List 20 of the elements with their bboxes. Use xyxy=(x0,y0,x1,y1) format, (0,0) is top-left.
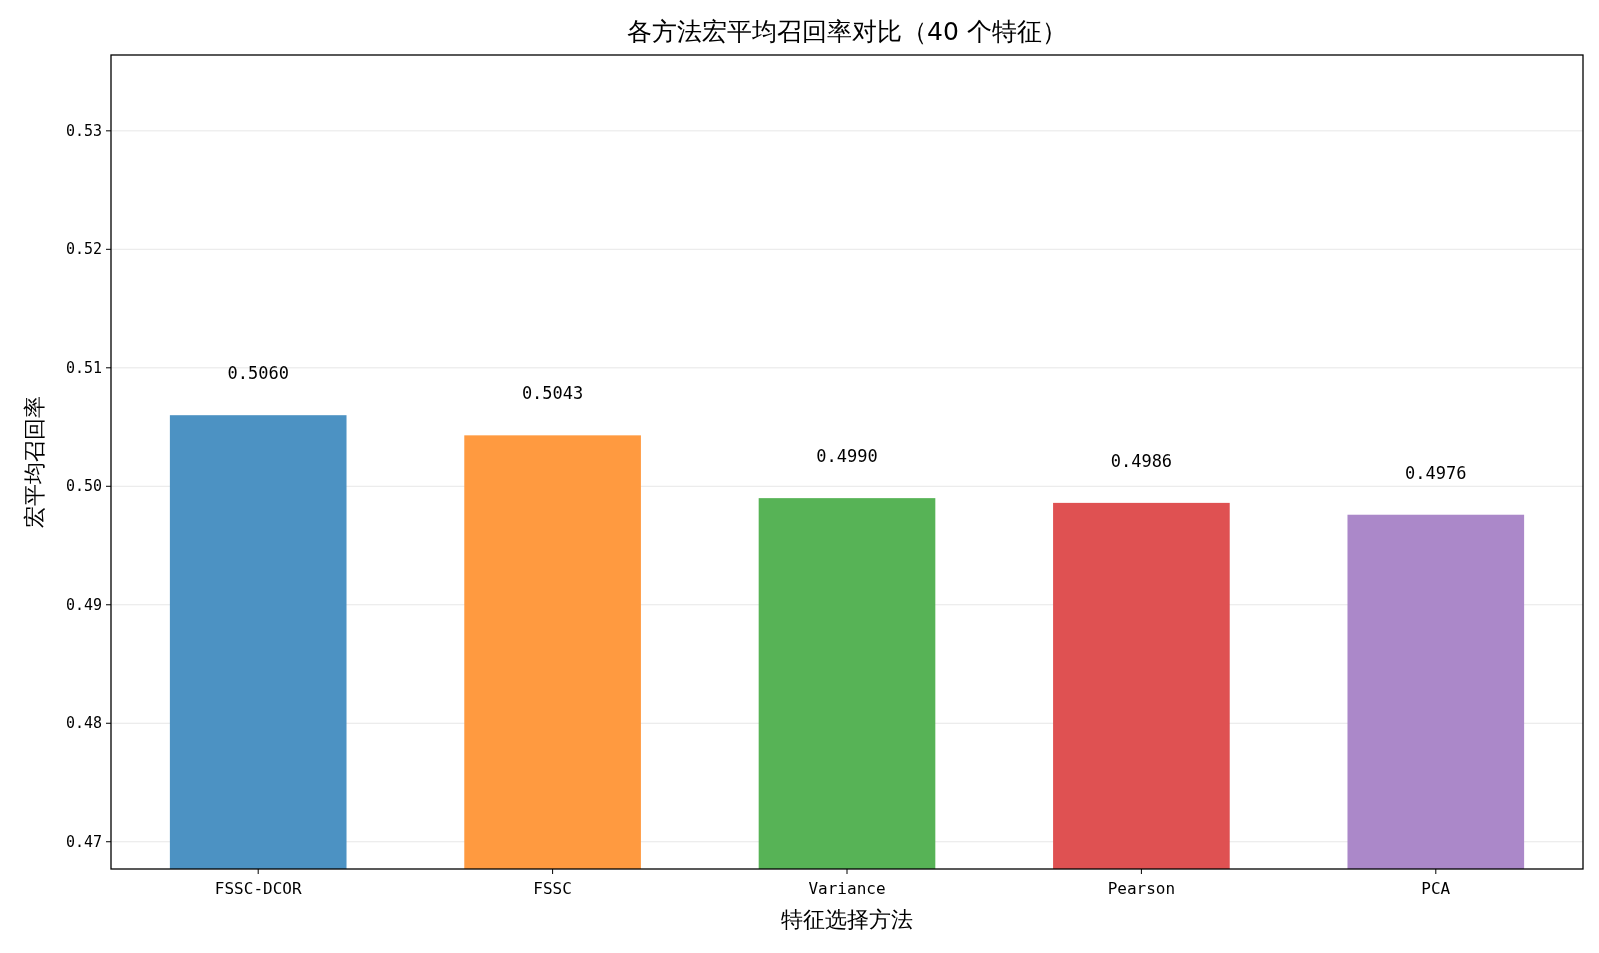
x-tick-label: FSSC xyxy=(533,879,572,898)
data-label: 0.4986 xyxy=(1110,450,1173,471)
chart-title: 各方法宏平均召回率对比（40 个特征） xyxy=(627,17,1067,46)
data-label: 0.5060 xyxy=(227,363,289,384)
y-tick-label: 0.53 xyxy=(65,121,102,140)
x-tick-label: PCA xyxy=(1421,879,1451,898)
x-tick-label: Pearson xyxy=(1107,879,1176,898)
data-label: 0.4976 xyxy=(1405,462,1467,483)
x-tick-label: Variance xyxy=(808,879,886,898)
y-tick-label: 0.48 xyxy=(65,714,102,733)
y-tick-label: 0.51 xyxy=(65,358,102,377)
y-tick-label: 0.49 xyxy=(65,595,102,614)
data-label: 0.4990 xyxy=(816,446,878,467)
y-tick-label: 0.50 xyxy=(65,477,102,496)
y-axis-title: 宏平均召回率 xyxy=(22,396,47,528)
y-tick-label: 0.52 xyxy=(65,240,102,259)
x-tick-label: FSSC-DCOR xyxy=(214,879,302,898)
data-label: 0.5043 xyxy=(521,383,584,404)
x-axis-title: 特征选择方法 xyxy=(781,907,913,932)
y-tick-label: 0.47 xyxy=(65,832,102,851)
